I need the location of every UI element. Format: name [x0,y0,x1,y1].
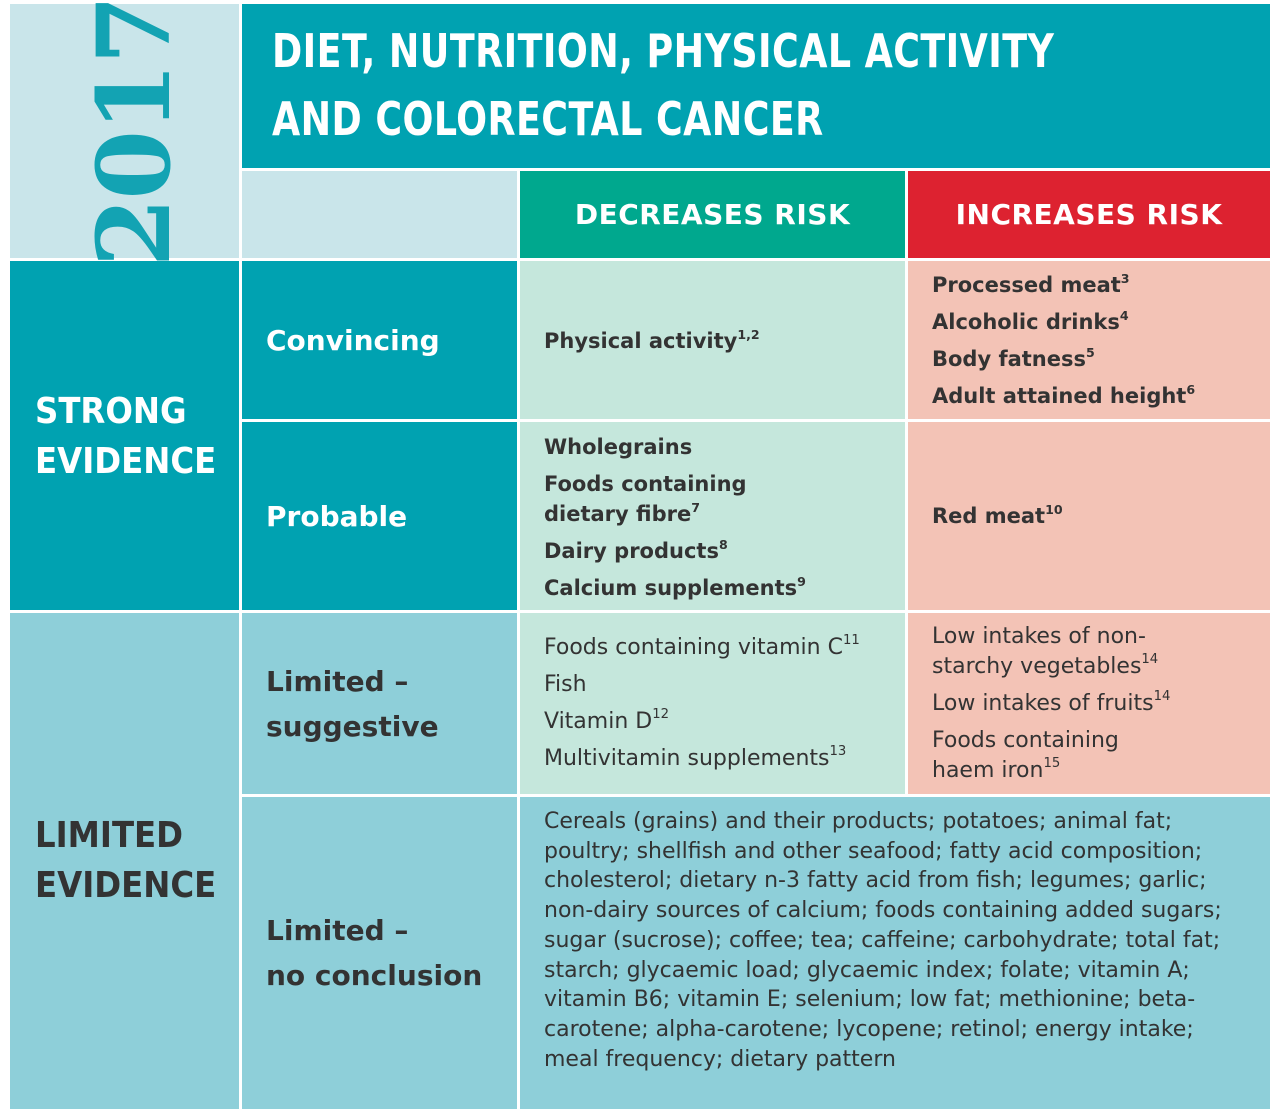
limited-evidence-label: LIMITED EVIDENCE [35,815,217,906]
list-item: Wholegrains [544,435,693,459]
probable-increases-cell: Red meat10 [908,422,1270,610]
list-item: Low intakes of non- starchy vegetables14 [932,624,1159,679]
list-item: Low intakes of fruits14 [932,689,1171,716]
grade-limited-no-conclusion-label: Limited – no conclusion [266,914,483,992]
grade-convincing: Convincing [242,261,517,419]
list-item: Multivitamin supplements13 [544,744,847,771]
decreases-risk-header: DECREASES RISK [520,171,905,258]
list-item: Foods containing haem iron15 [932,728,1119,783]
convincing-increases-cell: Processed meat3 Alcoholic drinks4 Body f… [908,261,1270,419]
list-item: Calcium supplements9 [544,573,806,600]
convincing-decreases-cell: Physical activity1,2 [520,261,905,419]
list-item: Foods containing dietary fibre7 [544,472,747,526]
list-item: Fish [544,672,587,697]
list-item: Dairy products8 [544,536,728,563]
list-item: Adult attained height6 [932,381,1196,408]
suggestive-decreases-cell: Foods containing vitamin C11 Fish Vitami… [520,613,905,794]
list-item: Red meat10 [932,501,1063,528]
list-item: Processed meat3 [932,270,1130,297]
blank-header-cell [242,171,517,258]
grade-limited-suggestive: Limited – suggestive [242,613,517,794]
list-item: Body fatness5 [932,344,1095,371]
grade-probable-label: Probable [266,499,408,533]
year-label: 2017 [75,0,193,268]
grade-limited-suggestive-label: Limited – suggestive [266,664,439,743]
suggestive-increases-cell: Low intakes of non- starchy vegetables14… [908,613,1270,794]
grade-convincing-label: Convincing [266,323,440,357]
title-line-1: DIET, NUTRITION, PHYSICAL ACTIVITY [272,24,1055,78]
probable-decreases-cell: Wholegrains Foods containing dietary fib… [520,422,905,610]
list-item: Foods containing vitamin C11 [544,633,860,660]
no-conclusion-cell: Cereals (grains) and their products; pot… [520,797,1270,1109]
decreases-risk-label: DECREASES RISK [574,198,851,231]
list-item: Physical activity1,2 [544,326,760,353]
strong-evidence-cell: STRONG EVIDENCE [10,261,239,610]
title-banner: DIET, NUTRITION, PHYSICAL ACTIVITY AND C… [242,4,1270,168]
increases-risk-label: INCREASES RISK [955,198,1223,231]
no-conclusion-text: Cereals (grains) and their products; pot… [544,809,1222,1072]
increases-risk-header: INCREASES RISK [908,171,1270,258]
list-item: Vitamin D12 [544,707,669,734]
list-item: Alcoholic drinks4 [932,307,1129,334]
strong-evidence-label: STRONG EVIDENCE [35,391,217,482]
limited-evidence-cell: LIMITED EVIDENCE [10,613,239,1109]
title-line-2: AND COLORECTAL CANCER [272,92,824,146]
grade-limited-no-conclusion: Limited – no conclusion [242,797,517,1109]
year-cell: 2017 [10,0,239,267]
grade-probable: Probable [242,422,517,610]
